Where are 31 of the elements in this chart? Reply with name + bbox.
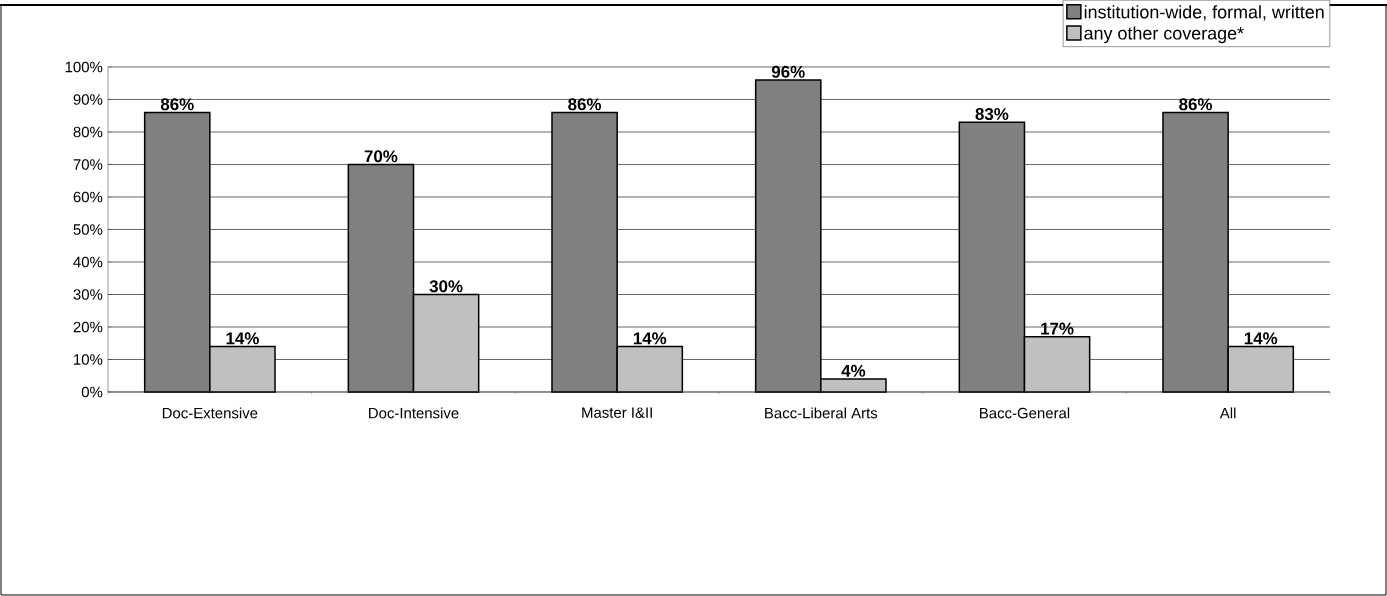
data-label: 14%	[226, 332, 259, 345]
x-tick-label: Bacc-General	[980, 407, 1070, 419]
legend-label: institution-wide, formal, written	[1084, 5, 1324, 21]
y-tick-label: 40%	[73, 256, 103, 268]
y-tick-label: 50%	[73, 224, 103, 235]
y-tick-label: 90%	[73, 94, 103, 105]
data-label: 14%	[633, 332, 667, 345]
y-tick-label: 100%	[65, 61, 103, 73]
data-label: 86%	[1179, 98, 1213, 111]
data-label: 96%	[771, 65, 805, 78]
data-label: 4%	[841, 364, 866, 377]
data-label: 70%	[364, 150, 398, 163]
data-label: 14%	[1244, 332, 1278, 345]
y-tick-label: 30%	[73, 289, 103, 300]
y-tick-label: 20%	[73, 321, 103, 333]
data-label: 17%	[1041, 322, 1074, 335]
legend-label: any other coverage*	[1084, 26, 1244, 44]
y-tick-label: 10%	[74, 354, 103, 365]
y-tick-label: 80%	[73, 126, 103, 138]
data-label: 86%	[160, 98, 194, 111]
x-tick-label: Bacc-Liberal Arts	[765, 407, 878, 419]
data-label: 86%	[568, 98, 602, 111]
x-tick-label: Doc-Extensive	[162, 407, 258, 419]
data-label: 30%	[429, 280, 463, 293]
y-tick-label: 70%	[73, 159, 103, 170]
x-tick-label: Master I&II	[582, 407, 652, 418]
data-label: 83%	[975, 108, 1009, 121]
x-tick-label: All	[1219, 407, 1236, 419]
y-tick-label: 0%	[81, 386, 103, 398]
y-tick-label: 60%	[73, 191, 103, 203]
x-tick-label: Doc-Intensive	[369, 407, 459, 419]
